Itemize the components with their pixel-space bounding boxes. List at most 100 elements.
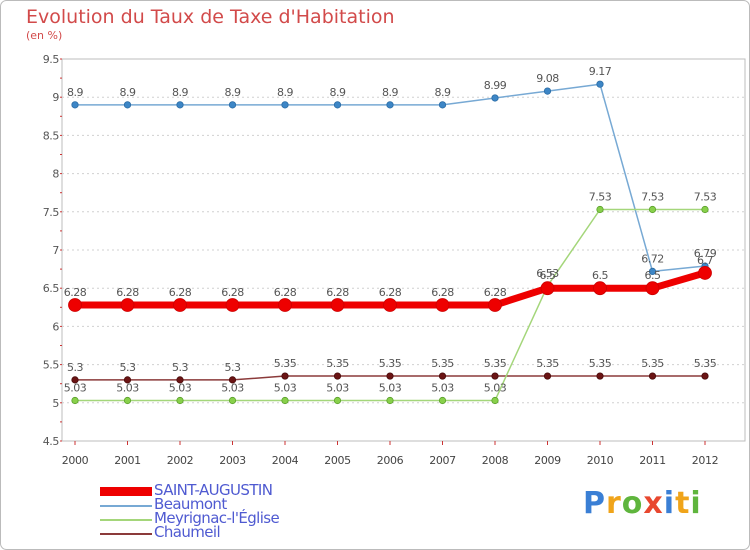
legend-label: Chaumeil xyxy=(154,523,221,541)
y-tick-label: 4.5 xyxy=(43,435,60,448)
logo-letter: t xyxy=(675,486,691,521)
legend-label: Meyrignac-l'Église xyxy=(154,509,280,527)
data-point xyxy=(491,396,499,405)
data-label: 6.28 xyxy=(379,286,402,299)
data-point xyxy=(176,101,184,109)
data-label: 5.03 xyxy=(64,382,87,395)
data-label: 7.53 xyxy=(589,191,612,204)
data-point xyxy=(333,396,342,405)
legend-item: Beaumont xyxy=(100,495,400,513)
data-label: 6.5 xyxy=(645,269,661,282)
x-tick-label: 2002 xyxy=(167,454,193,467)
data-label: 6.72 xyxy=(641,252,664,265)
x-tick-label: 2007 xyxy=(429,454,456,467)
data-label: 5.03 xyxy=(116,382,139,395)
chart-subtitle: (en %) xyxy=(26,29,63,42)
y-tick-label: 7.5 xyxy=(43,206,60,219)
y-tick-label: 5.5 xyxy=(43,359,60,372)
data-label: 5.03 xyxy=(431,382,454,395)
x-tick-label: 2003 xyxy=(219,454,246,467)
data-label: 8.9 xyxy=(277,86,293,99)
data-label: 6.28 xyxy=(169,286,192,299)
chart-title: Evolution du Taux de Taxe d'Habitation xyxy=(26,6,395,28)
data-point xyxy=(68,298,82,312)
y-tick-label: 9 xyxy=(52,91,59,104)
data-point xyxy=(123,396,132,405)
x-tick-label: 2010 xyxy=(587,454,614,467)
y-tick-label: 8.5 xyxy=(43,129,60,142)
data-label: 5.3 xyxy=(67,361,83,374)
data-point xyxy=(281,101,289,109)
y-tick-label: 7 xyxy=(52,244,59,257)
logo-letter: o xyxy=(621,486,644,521)
data-point xyxy=(330,298,345,312)
data-label: 6.28 xyxy=(274,286,297,299)
data-point xyxy=(228,101,237,109)
data-label: 5.35 xyxy=(694,357,717,370)
legend-swatch xyxy=(100,505,152,507)
data-label: 5.03 xyxy=(484,382,507,395)
data-point xyxy=(176,376,184,384)
x-tick-label: 2012 xyxy=(692,454,718,467)
data-point xyxy=(438,396,447,405)
x-tick-label: 2008 xyxy=(482,454,509,467)
data-point xyxy=(648,205,657,214)
data-point xyxy=(593,281,607,296)
legend-swatch xyxy=(100,533,152,535)
data-point xyxy=(491,372,499,380)
data-label-layer: 8.9 8.9 8.9 8.9 8.9 8.9 8.9 8.9 8.99 9.08 9.17 6.72… xyxy=(64,65,717,394)
data-point xyxy=(540,281,555,296)
legend-item: Chaumeil xyxy=(100,523,400,541)
data-label: 6.5 xyxy=(540,269,556,282)
data-point xyxy=(228,396,237,405)
data-point xyxy=(596,80,604,88)
y-tick-label: 8 xyxy=(52,168,59,181)
x-tick-label: 2011 xyxy=(639,454,665,467)
data-label: 8.9 xyxy=(382,86,398,99)
data-point xyxy=(438,101,447,109)
y-tick-label: 5 xyxy=(52,397,59,410)
data-label: 5.35 xyxy=(431,357,454,370)
data-label: 8.9 xyxy=(225,86,241,99)
data-label: 8.99 xyxy=(484,79,507,92)
data-point xyxy=(281,372,289,380)
data-point xyxy=(645,281,660,296)
data-label: 6.28 xyxy=(64,286,87,299)
data-point xyxy=(386,396,394,405)
data-point xyxy=(701,205,709,214)
data-label: 5.35 xyxy=(379,357,402,370)
data-point xyxy=(278,298,292,312)
data-label: 8.9 xyxy=(67,86,83,99)
data-label: 6.28 xyxy=(116,286,139,299)
data-label: 7.53 xyxy=(641,191,664,204)
data-label: 5.3 xyxy=(225,361,241,374)
data-label: 6.28 xyxy=(326,286,349,299)
data-label: 6.53 xyxy=(536,267,559,280)
legend-label: Beaumont xyxy=(154,495,227,513)
data-label: 9.17 xyxy=(589,65,612,78)
data-point xyxy=(488,298,502,312)
data-label: 5.35 xyxy=(274,357,297,370)
data-point xyxy=(333,101,342,109)
data-label: 5.03 xyxy=(274,382,297,395)
data-point xyxy=(698,266,712,280)
x-tick-label: 2005 xyxy=(324,454,351,467)
data-label: 6.5 xyxy=(592,269,608,282)
data-label: 8.9 xyxy=(330,86,346,99)
data-label: 5.03 xyxy=(379,382,402,395)
data-label: 5.03 xyxy=(169,382,192,395)
proxiti-logo: Proxiti xyxy=(583,486,702,521)
data-point xyxy=(123,376,132,384)
x-tick-label: 2006 xyxy=(377,454,404,467)
data-point xyxy=(596,205,604,214)
data-point xyxy=(176,396,184,405)
data-point xyxy=(491,94,499,102)
data-label: 6.7 xyxy=(697,254,713,267)
y-tick-label: 9.5 xyxy=(43,53,60,66)
data-label: 5.35 xyxy=(589,357,612,370)
series-layer xyxy=(68,80,712,405)
data-point xyxy=(225,298,240,312)
data-point xyxy=(333,372,342,380)
